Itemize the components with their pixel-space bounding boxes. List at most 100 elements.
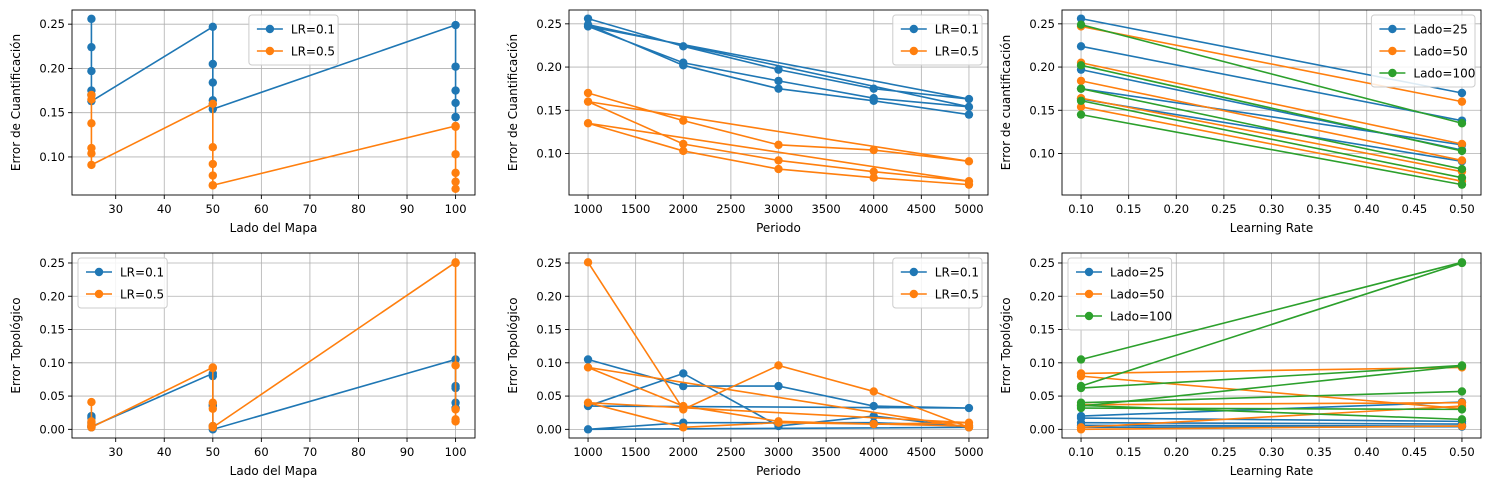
y-tick-label: 0.05 bbox=[1029, 389, 1055, 403]
series-line bbox=[1080, 113, 1463, 186]
data-point bbox=[679, 369, 688, 378]
axes-frame bbox=[71, 9, 476, 196]
data-point bbox=[583, 97, 593, 106]
legend-entry: LR=0.1 bbox=[900, 266, 979, 280]
legend-label: LR=0.5 bbox=[291, 45, 335, 59]
x-tick: 5000 bbox=[954, 438, 984, 459]
data-point bbox=[208, 143, 218, 152]
x-tick: 0.35 bbox=[1306, 438, 1332, 459]
series-line bbox=[1080, 99, 1463, 179]
x-tick: 0.45 bbox=[1402, 195, 1427, 216]
data-point bbox=[87, 42, 96, 52]
x-tick: 60 bbox=[254, 438, 269, 459]
x-tick-label: 0.40 bbox=[1354, 202, 1380, 216]
data-point bbox=[964, 421, 974, 431]
y-tick: 0.10 bbox=[1029, 356, 1062, 370]
y-tick: 0.05 bbox=[536, 389, 569, 403]
legend-entry: LR=0.5 bbox=[900, 288, 979, 302]
y-tick: 0.00 bbox=[1029, 422, 1062, 436]
x-tick: 0.45 bbox=[1402, 438, 1427, 459]
series-line bbox=[1080, 98, 1463, 163]
x-tick: 0.35 bbox=[1306, 195, 1332, 216]
x-tick: 0.10 bbox=[1068, 195, 1094, 216]
series-line bbox=[1080, 106, 1463, 182]
y-tick: 0.10 bbox=[39, 356, 72, 370]
x-tick-label: 0.35 bbox=[1306, 445, 1332, 459]
data-point bbox=[451, 361, 460, 370]
x-tick-label: 1500 bbox=[621, 445, 650, 459]
data-point bbox=[1076, 102, 1086, 112]
data-point bbox=[208, 99, 218, 109]
data-point bbox=[1076, 425, 1086, 434]
data-point bbox=[869, 96, 878, 105]
series-line bbox=[1081, 417, 1462, 423]
subplot-6: 0.10 0.15 0.20 0.25 0.30 0.35 0.40 0.45 0.50 0.00… bbox=[999, 252, 1482, 478]
y-tick-label: 0.20 bbox=[536, 289, 562, 303]
legend-marker bbox=[1388, 46, 1397, 56]
legend-entry: LR=0.1 bbox=[900, 23, 979, 37]
x-tick: 50 bbox=[205, 195, 220, 216]
x-tick: 90 bbox=[400, 438, 414, 459]
y-tick-label: 0.15 bbox=[39, 323, 65, 337]
series-line bbox=[1080, 365, 1463, 407]
y-tick-label: 0.10 bbox=[1029, 356, 1055, 370]
x-tick-label: 2500 bbox=[716, 202, 745, 216]
y-tick: 0.10 bbox=[536, 356, 569, 370]
y-tick-label: 0.00 bbox=[39, 422, 65, 436]
y-tick: 0.05 bbox=[1029, 389, 1062, 403]
x-tick-label: 30 bbox=[108, 445, 123, 459]
y-tick-label: 0.20 bbox=[1029, 289, 1055, 303]
data-point bbox=[1076, 355, 1086, 364]
data-point bbox=[1076, 383, 1086, 393]
data-point bbox=[1076, 61, 1086, 70]
data-point bbox=[774, 84, 783, 93]
data-point bbox=[1076, 20, 1086, 29]
data-point bbox=[774, 381, 783, 391]
y-tick-label: 0.10 bbox=[39, 356, 65, 370]
data-point bbox=[1076, 14, 1086, 23]
data-point bbox=[964, 102, 974, 112]
y-axis-label: Error de Cuantificación bbox=[9, 34, 23, 171]
x-tick-label: 0.50 bbox=[1449, 445, 1475, 459]
y-tick-label: 0.20 bbox=[1029, 60, 1055, 74]
data-point bbox=[869, 387, 878, 396]
legend-entry: Lado=50 bbox=[1076, 288, 1164, 302]
x-tick: 0.30 bbox=[1259, 195, 1284, 216]
y-tick: 0.25 bbox=[39, 17, 72, 31]
y-tick-label: 0.25 bbox=[536, 17, 562, 31]
x-tick-label: 1500 bbox=[621, 202, 650, 216]
x-tick-label: 0.30 bbox=[1259, 445, 1285, 459]
data-point bbox=[451, 405, 460, 414]
data-point bbox=[451, 62, 460, 71]
data-point bbox=[1457, 415, 1467, 424]
legend: LR=0.1 LR=0.5 bbox=[248, 14, 339, 66]
x-tick: 4500 bbox=[907, 195, 936, 216]
x-tick: 80 bbox=[351, 438, 366, 459]
x-tick: 30 bbox=[108, 438, 123, 459]
series-line bbox=[1080, 262, 1463, 387]
y-axis-label: Error de cuantificación bbox=[999, 35, 1013, 170]
data-point bbox=[964, 94, 974, 104]
legend-marker bbox=[909, 267, 918, 277]
x-tick: 1500 bbox=[621, 195, 650, 216]
subplot-4: 30 40 50 60 70 80 90 100 0.00 0.05 0.10 0.15 0.20 0.2… bbox=[9, 252, 476, 478]
y-tick-label: 0.25 bbox=[1029, 17, 1055, 31]
data-point bbox=[679, 401, 688, 411]
x-tick-label: 100 bbox=[445, 202, 467, 216]
data-point bbox=[208, 78, 218, 87]
x-tick-label: 0.20 bbox=[1163, 445, 1189, 459]
data-point bbox=[208, 398, 218, 407]
y-tick: 0.20 bbox=[536, 289, 569, 303]
legend-entry: Lado=100 bbox=[1076, 310, 1172, 324]
y-tick-label: 0.15 bbox=[536, 323, 562, 337]
legend-label: LR=0.1 bbox=[291, 23, 335, 37]
y-tick: 0.15 bbox=[39, 323, 72, 337]
x-tick: 0.40 bbox=[1354, 438, 1380, 459]
x-tick: 0.50 bbox=[1449, 195, 1475, 216]
data-point bbox=[1076, 371, 1086, 381]
legend-label: Lado=25 bbox=[1110, 266, 1164, 280]
x-tick-label: 0.10 bbox=[1068, 445, 1094, 459]
data-point bbox=[451, 168, 460, 178]
y-tick: 0.10 bbox=[39, 150, 72, 164]
x-tick-label: 0.25 bbox=[1211, 445, 1237, 459]
